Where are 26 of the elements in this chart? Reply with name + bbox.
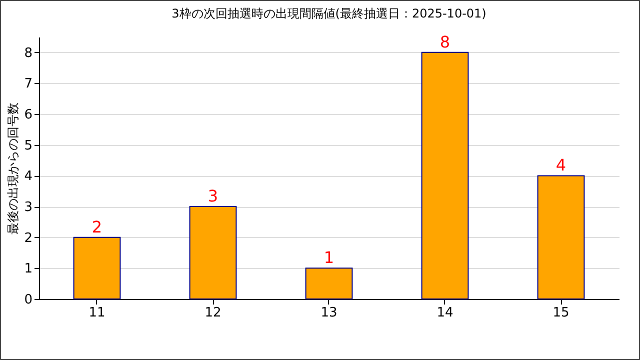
x-tick-label: 13 <box>320 306 338 320</box>
y-tick-label: 0 <box>24 292 32 308</box>
y-tick-label: 3 <box>24 200 32 216</box>
y-tick-label: 7 <box>24 76 32 92</box>
y-axis-title: 最後の出現からの回号数 <box>6 102 20 234</box>
y-tick-label: 1 <box>24 262 32 277</box>
chart-title: 3枠の次回抽選時の出現間隔値(最終抽選日：2025-10-01) <box>172 6 486 20</box>
bar <box>421 52 469 300</box>
bar <box>305 268 353 300</box>
data-label: 4 <box>556 156 566 175</box>
bar <box>537 175 585 300</box>
bar <box>189 206 237 300</box>
bar <box>73 236 121 300</box>
data-label: 1 <box>324 248 334 268</box>
x-tick-label: 14 <box>436 306 454 320</box>
y-tick-label: 6 <box>24 108 32 123</box>
y-tick-label: 8 <box>24 46 32 61</box>
x-tick-label: 11 <box>88 306 106 320</box>
x-tick-label: 15 <box>552 306 570 320</box>
data-label: 8 <box>440 32 450 52</box>
x-tick-label: 12 <box>204 306 222 320</box>
y-tick-label: 2 <box>24 230 32 246</box>
y-tick-label: 5 <box>24 138 32 154</box>
data-label: 3 <box>208 186 218 206</box>
y-tick-label: 4 <box>24 169 32 184</box>
data-label: 2 <box>92 217 102 236</box>
